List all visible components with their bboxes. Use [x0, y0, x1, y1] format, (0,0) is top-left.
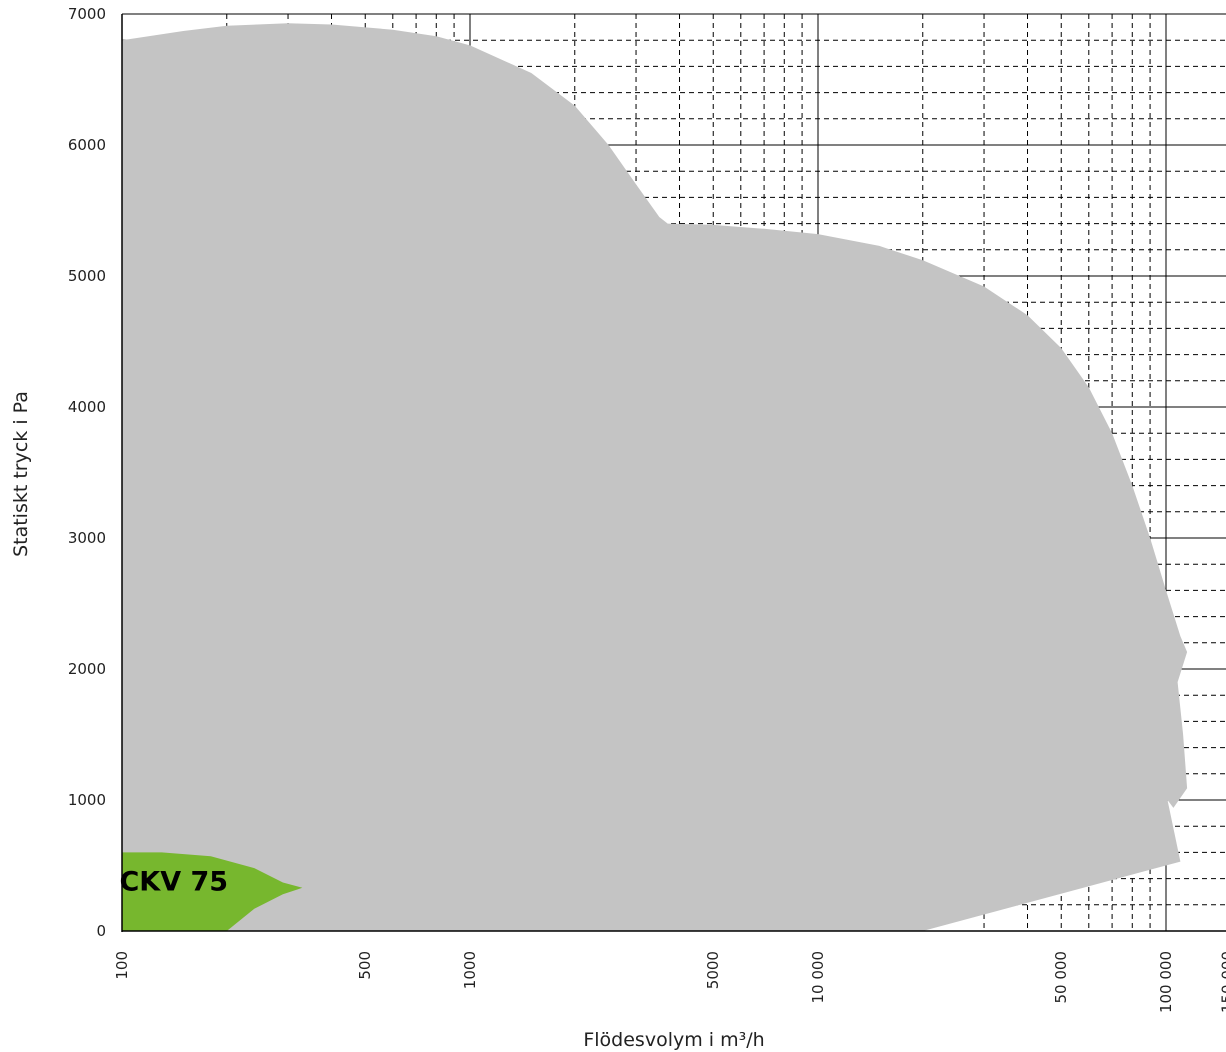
data-areas: [122, 23, 1188, 931]
x-tick-label: 1000: [461, 951, 479, 989]
axes: 0 1000 2000 3000 4000 5000 6000 7000 100 500 1000 5…: [68, 5, 1226, 1013]
x-tick-label: 10 000: [809, 951, 827, 1004]
x-tick-label: 100 000: [1157, 951, 1175, 1013]
ckv75-area: [122, 852, 303, 931]
x-tick-label: 50 000: [1052, 951, 1070, 1004]
y-tick-label: 0: [96, 922, 106, 940]
y-tick-label: 4000: [68, 398, 106, 416]
x-axis-title: Flödesvolym i m³/h: [583, 1029, 764, 1051]
x-tick-label: 150 000: [1218, 951, 1226, 1013]
y-tick-label: 3000: [68, 529, 106, 547]
y-tick-label: 5000: [68, 267, 106, 285]
x-tick-label: 500: [356, 951, 374, 980]
x-tick-label: 5000: [704, 951, 722, 989]
operating-range-area: [122, 23, 1188, 931]
y-axis-title: Statiskt tryck i Pa: [10, 391, 32, 557]
y-tick-label: 2000: [68, 660, 106, 678]
x-tick-label: 100: [113, 951, 131, 980]
y-tick-label: 7000: [68, 5, 106, 23]
ckv75-label: CKV 75: [119, 867, 228, 898]
y-tick-label: 6000: [68, 136, 106, 154]
y-tick-label: 1000: [68, 791, 106, 809]
